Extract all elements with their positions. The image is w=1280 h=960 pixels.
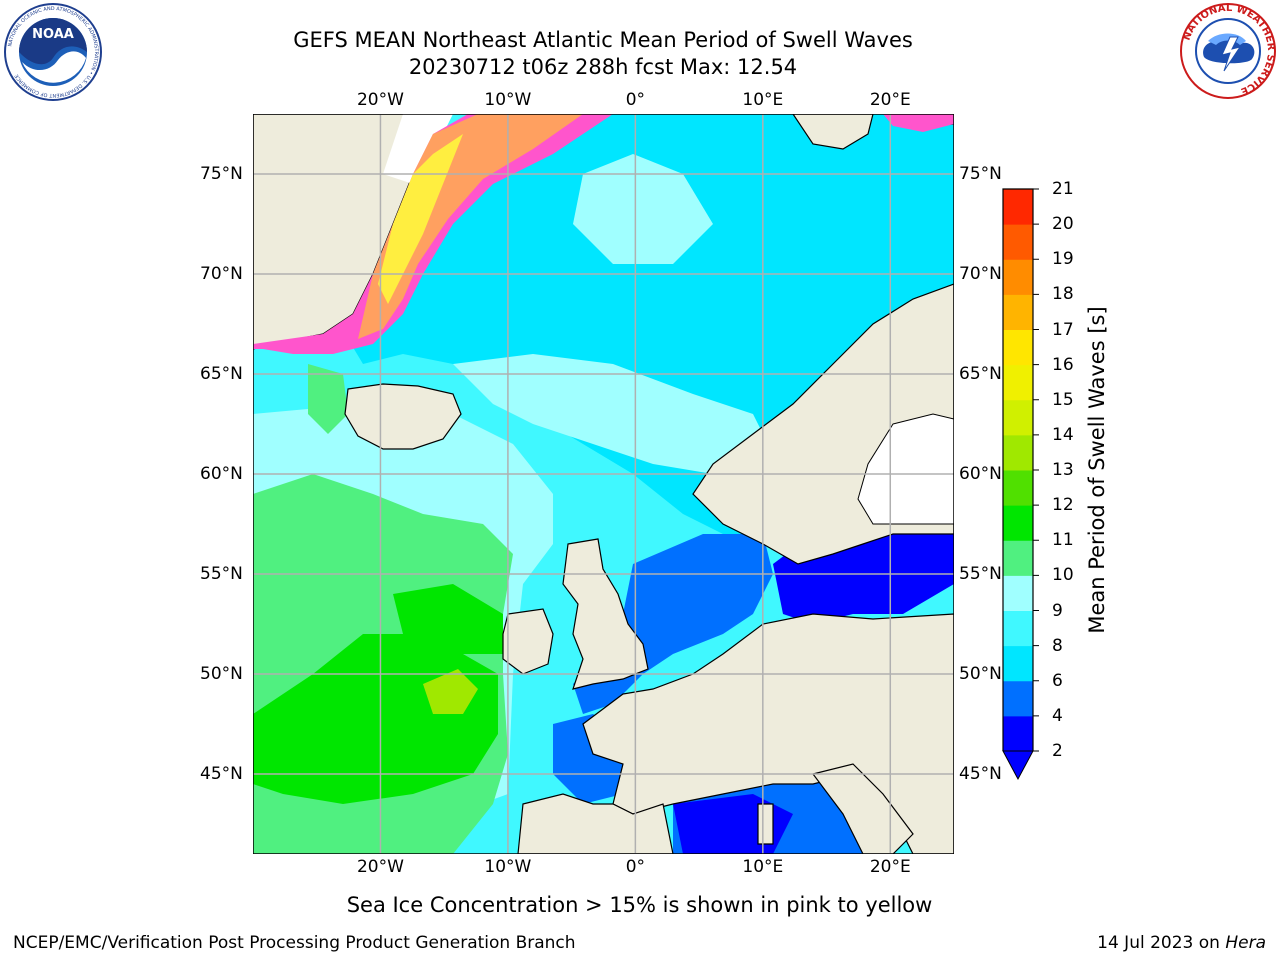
swell-band-10-11s	[253, 634, 498, 804]
colorbar-tick-label: 10	[1052, 565, 1074, 586]
credit-text: NCEP/EMC/Verification Post Processing Pr…	[13, 933, 576, 953]
colorbar-tick-label: 16	[1052, 354, 1074, 375]
longitude-label: 20°W	[356, 857, 404, 877]
latitude-label: 75°N	[200, 164, 243, 184]
colorbar-segment	[1003, 610, 1033, 647]
swell-band-8-9s-iceland-sea	[573, 154, 713, 264]
latitude-label: 70°N	[200, 264, 243, 284]
colorbar-segment	[1003, 224, 1033, 260]
colorbar-segment	[1003, 575, 1033, 611]
latitude-label: 55°N	[200, 564, 243, 584]
colorbar-tick-label: 20	[1052, 214, 1074, 235]
longitude-label: 20°E	[869, 857, 911, 877]
colorbar-tick-label: 17	[1052, 319, 1074, 340]
colorbar-segment	[1003, 680, 1033, 717]
longitude-label: 20°E	[869, 90, 911, 110]
chart-title: GEFS MEAN Northeast Atlantic Mean Period…	[293, 28, 913, 52]
italy-land	[811, 763, 914, 854]
latitude-label: 75°N	[959, 164, 1002, 184]
swell-band-8-9s-north	[453, 354, 773, 474]
colorbar-segment	[1003, 399, 1033, 436]
colorbar-tick-label: 18	[1052, 284, 1074, 305]
iceland-land	[344, 383, 462, 450]
latitude-label: 70°N	[959, 264, 1002, 284]
colorbar-extend-arrow	[1002, 750, 1034, 781]
nws-logo-icon: NATIONAL WEATHER SERVICE	[1180, 3, 1276, 99]
colorbar	[1002, 188, 1039, 781]
colorbar-segment	[1003, 470, 1033, 506]
longitude-label: 10°W	[484, 90, 532, 110]
colorbar-segment	[1003, 645, 1033, 682]
latitude-label: 65°N	[200, 364, 243, 384]
host-name: Hera	[1225, 933, 1266, 953]
longitude-label: 0°	[625, 857, 646, 877]
colorbar-segment	[1003, 434, 1033, 471]
colorbar-label: Mean Period of Swell Waves [s]	[1085, 306, 1109, 634]
colorbar-segment	[1003, 364, 1033, 401]
date-stamp: 14 Jul 2023 on Hera	[1097, 933, 1266, 953]
swell-band-11-12s	[423, 669, 478, 714]
colorbar-tick-label: 15	[1052, 389, 1074, 410]
colorbar-segment	[1003, 329, 1033, 366]
swell-band-10-11s-east	[393, 584, 503, 654]
colorbar-segment	[1003, 540, 1033, 576]
colorbar-tick-label: 21	[1052, 179, 1074, 199]
colorbar-segment	[1003, 189, 1033, 225]
longitude-label: 10°W	[484, 857, 532, 877]
iberia-land	[517, 793, 674, 854]
sea-ice-note: Sea Ice Concentration > 15% is shown in …	[346, 893, 933, 917]
great-britain-land	[562, 538, 649, 690]
colorbar-tick-label: 14	[1052, 424, 1074, 445]
latitude-label: 45°N	[200, 764, 243, 784]
svalbard-land	[792, 114, 874, 150]
latitude-label: 60°N	[200, 464, 243, 484]
colorbar-segment	[1003, 715, 1033, 752]
longitude-label: 10°E	[742, 857, 784, 877]
longitude-label: 20°W	[356, 90, 404, 110]
latitude-label: 50°N	[200, 664, 243, 684]
colorbar-tick-label: 12	[1052, 495, 1074, 516]
swell-band-9-10s-iceland	[308, 364, 348, 434]
noaa-logo-icon: NOAA NATIONAL OCEANIC AND ATMOSPHERIC AD…	[4, 3, 102, 101]
latitude-label: 55°N	[959, 564, 1002, 584]
colorbar-tick-label: 13	[1052, 460, 1074, 480]
date-text: 14 Jul 2023 on	[1097, 933, 1220, 953]
latitude-label: 65°N	[959, 364, 1002, 384]
colorbar-tick-label: 6	[1052, 670, 1063, 691]
colorbar-tick-label: 2	[1052, 741, 1063, 761]
colorbar-tick-label: 11	[1052, 530, 1074, 551]
colorbar-tick-label: 8	[1052, 635, 1063, 656]
latitude-label: 45°N	[959, 764, 1002, 784]
colorbar-tick-label: 19	[1052, 249, 1074, 270]
latitude-label: 50°N	[959, 664, 1002, 684]
swell-period-map	[253, 114, 954, 854]
graticule-lines	[253, 114, 954, 854]
noaa-logo-text: NOAA	[32, 27, 74, 42]
colorbar-segment	[1003, 505, 1033, 541]
colorbar-tick-label: 4	[1052, 705, 1063, 726]
land-masses	[253, 114, 954, 854]
colorbar-segment	[1003, 259, 1033, 295]
colorbar-tick-label: 9	[1052, 600, 1063, 621]
latitude-label: 60°N	[959, 464, 1002, 484]
longitude-label: 10°E	[742, 90, 784, 110]
longitude-label: 0°	[625, 90, 646, 110]
chart-subtitle: 20230712 t06z 288h fcst Max: 12.54	[408, 55, 798, 79]
ireland-land	[502, 608, 554, 675]
colorbar-segment	[1003, 294, 1033, 330]
